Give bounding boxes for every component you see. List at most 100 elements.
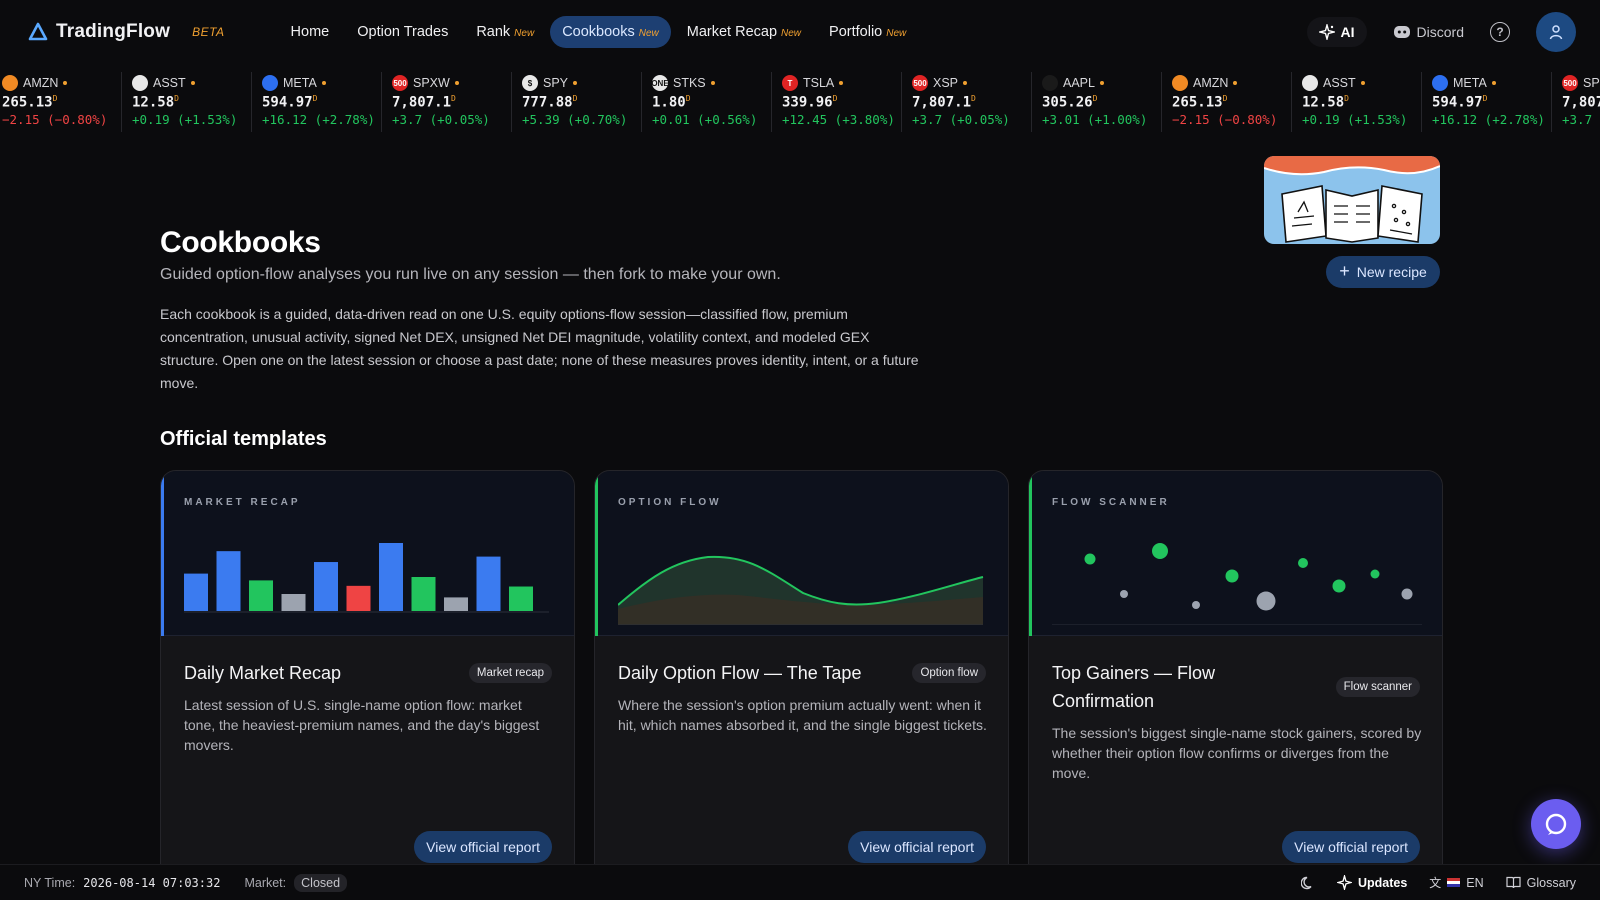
ticker-price: 777.88D <box>522 94 641 111</box>
ticker-price-value: 12.58 <box>132 94 175 111</box>
avatar[interactable] <box>1536 12 1576 52</box>
ticker-symbol: META <box>1453 76 1487 90</box>
user-icon <box>1549 25 1563 40</box>
card-preview: OPTION FLOW <box>595 471 1008 636</box>
new-badge: New <box>886 28 907 39</box>
ticker-logo-icon: $ <box>522 75 538 91</box>
nav-market-recap[interactable]: Market Recap New <box>675 16 813 48</box>
chat-bubble-icon <box>1545 813 1567 835</box>
preview-bar <box>444 597 468 611</box>
view-official-report-button[interactable]: View official report <box>848 831 986 863</box>
market-label: Market: <box>244 875 287 890</box>
ticker-price-value: 265.13 <box>2 94 53 111</box>
ticker-symbol: SPXW <box>1583 76 1600 90</box>
theme-toggle[interactable] <box>1300 876 1315 890</box>
status-dot <box>321 81 326 85</box>
view-official-report-button[interactable]: View official report <box>414 831 552 863</box>
ticker-logo-icon <box>132 75 148 91</box>
card-kicker: FLOW SCANNER <box>1052 497 1170 508</box>
scatter-point <box>1225 569 1239 583</box>
flow-line <box>618 555 984 606</box>
discord-button[interactable]: Discord <box>1393 24 1464 40</box>
discord-icon <box>1393 26 1410 38</box>
us-flag-icon <box>1447 878 1461 887</box>
ticker-item[interactable]: AAPL 305.26D +3.01 (+1.00%) <box>1032 72 1162 132</box>
nav-rank[interactable]: Rank New <box>464 16 546 48</box>
delay-marker: D <box>174 94 179 103</box>
ticker-item[interactable]: ONE STKS 1.80D +0.01 (+0.56%) <box>642 72 772 132</box>
card-title: Top Gainers — Flow Confirmation <box>1052 663 1216 711</box>
delay-marker: D <box>685 94 691 103</box>
ticker-logo-icon: 500 <box>392 75 408 91</box>
ticker-item[interactable]: $ SPY 777.88D +5.39 (+0.70%) <box>512 72 642 132</box>
ticker-change: +0.19 (+1.53%) <box>1302 111 1408 127</box>
section-title: Official templates <box>160 428 327 450</box>
status-dot <box>1491 81 1496 85</box>
scatter-point <box>1152 543 1168 559</box>
ticker-price: 7,807.1D <box>912 94 1031 111</box>
ticker-item[interactable]: META 594.97D +16.12 (+2.78%) <box>1422 72 1552 132</box>
ticker-item[interactable]: T TSLA 339.96D +12.45 (+3.80%) <box>772 72 902 132</box>
ticker-item[interactable]: ASST 12.58D +0.19 (+1.53%) <box>122 72 252 132</box>
updates-button[interactable]: Updates <box>1336 875 1407 890</box>
moon-icon <box>1300 876 1312 889</box>
card-kicker: OPTION FLOW <box>618 497 722 508</box>
delay-marker: D <box>1344 94 1349 103</box>
new-badge: New <box>638 28 659 39</box>
ticker-item[interactable]: META 594.97D +16.12 (+2.78%) <box>252 72 382 132</box>
nav-label: Market Recap <box>686 24 778 40</box>
brand[interactable]: TradingFlow <box>28 21 170 43</box>
status-dot <box>1360 81 1365 85</box>
preview-bar <box>379 543 403 611</box>
template-card-market-recap[interactable]: MARKET RECAP Daily Market Recap Market r… <box>160 470 575 900</box>
ticker-item[interactable]: AMZN 265.13D −2.15 (−0.80%) <box>0 72 122 132</box>
new-recipe-button[interactable]: + New recipe <box>1326 256 1440 288</box>
view-official-report-button[interactable]: View official report <box>1282 831 1420 863</box>
preview-bar <box>346 585 371 611</box>
ticker-change: +3.7 (+0.05%) <box>392 111 490 127</box>
ticker-change: +3.01 (+1.00%) <box>1042 111 1148 127</box>
ai-button[interactable]: AI <box>1306 17 1367 47</box>
ticker-item[interactable]: ASST 12.58D +0.19 (+1.53%) <box>1292 72 1422 132</box>
card-description: Latest session of U.S. single-name optio… <box>184 697 540 753</box>
sparkle-icon <box>1318 24 1335 40</box>
nav-cookbooks[interactable]: Cookbooks New <box>550 16 671 48</box>
new-badge: New <box>781 28 802 39</box>
nav-home[interactable]: Home <box>279 16 342 48</box>
new-badge: New <box>514 28 535 39</box>
ticker-change: +16.12 (+2.78%) <box>262 111 375 127</box>
language-selector[interactable]: 文 EN <box>1429 874 1483 891</box>
top-nav: TradingFlow BETA Home Option Trades Rank Ne… <box>0 0 1600 64</box>
template-card-option-flow[interactable]: OPTION FLOW Daily Option Flow — The Tape… <box>594 470 1009 900</box>
card-title: Daily Market Recap <box>184 663 342 683</box>
brand-logo-icon <box>28 22 48 41</box>
scatter-point <box>1332 579 1346 593</box>
status-dot <box>573 81 578 85</box>
nav-label: Home <box>290 24 330 40</box>
ticker-symbol: SPY <box>543 76 569 90</box>
ticker-item[interactable]: AMZN 265.13D −2.15 (−0.80%) <box>1162 72 1292 132</box>
ticker-logo-icon: ONE <box>651 75 669 91</box>
chat-button[interactable] <box>1531 799 1581 849</box>
delay-marker: D <box>1092 94 1098 103</box>
status-dot <box>839 81 844 85</box>
status-dot <box>710 81 715 85</box>
nav-portfolio[interactable]: Portfolio New <box>817 16 918 48</box>
template-card-flow-scanner[interactable]: FLOW SCANNER Top Gainers — Flow Confirma… <box>1028 470 1443 900</box>
cookbook-illustration <box>1264 156 1440 244</box>
card-description: The session's biggest single-name stock … <box>1052 725 1422 781</box>
glossary-button[interactable]: Glossary <box>1506 876 1576 890</box>
scatter-point <box>1401 588 1413 600</box>
help-icon[interactable]: ? <box>1490 22 1510 42</box>
delay-marker: D <box>312 94 318 103</box>
ticker-price: 339.96D <box>782 94 901 111</box>
scatter-point <box>1120 590 1128 598</box>
discord-label: Discord <box>1416 24 1464 40</box>
ticker-logo-icon <box>1042 75 1058 91</box>
delay-marker: D <box>1482 94 1488 103</box>
ticker-item[interactable]: 500 XSP 7,807.1D +3.7 (+0.05%) <box>902 72 1032 132</box>
preview-bar <box>314 562 338 611</box>
nav-option-trades[interactable]: Option Trades <box>345 16 460 48</box>
